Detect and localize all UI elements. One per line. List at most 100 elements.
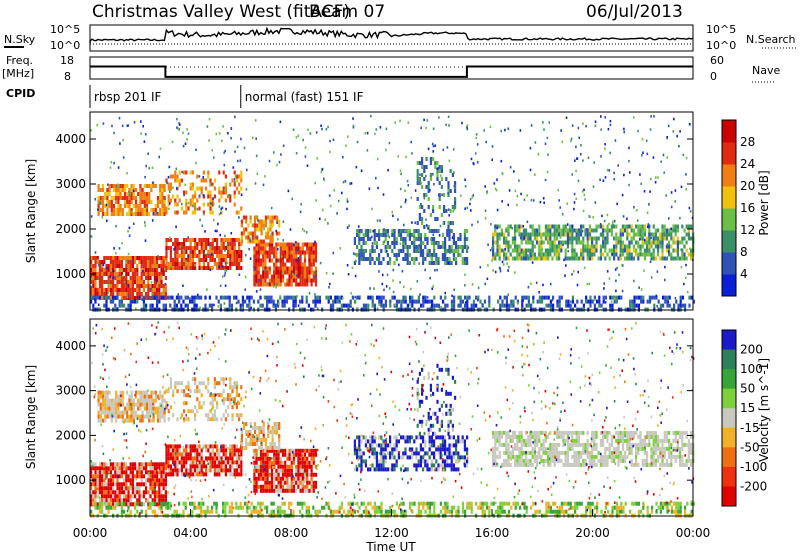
heatmap-cell [286, 282, 289, 287]
heatmap-cell [120, 272, 123, 276]
heatmap-cell [105, 299, 108, 304]
heatmap-cell [208, 117, 211, 121]
heatmap-cell [194, 210, 197, 215]
heatmap-cell [238, 456, 241, 461]
heatmap-cell [329, 150, 331, 154]
heatmap-cell [273, 488, 276, 493]
heatmap-cell [544, 178, 547, 182]
heatmap-cell [235, 444, 238, 449]
heatmap-cell [183, 417, 186, 422]
heatmap-cell [154, 184, 157, 188]
heatmap-cell [637, 295, 640, 300]
heatmap-cell [281, 460, 285, 465]
heatmap-cell [690, 256, 693, 261]
heatmap-cell [297, 460, 300, 465]
heatmap-cell [597, 256, 600, 261]
heatmap-cell [378, 467, 381, 472]
heatmap-cell [281, 448, 285, 453]
heatmap-cell [194, 444, 197, 449]
heatmap-cell [297, 484, 300, 489]
heatmap-cell [297, 464, 300, 469]
heatmap-cell [349, 299, 352, 304]
heatmap-cell [222, 389, 225, 394]
heatmap-cell [238, 468, 241, 473]
freq-panel: Freq. [MHz] 18 8 60 0 Nave CPID rbsp 201… [2, 54, 780, 108]
heatmap-cell [649, 260, 652, 264]
colorbar-swatch [722, 142, 736, 165]
heatmap-cell [106, 390, 109, 395]
heatmap-cell [292, 254, 296, 259]
heatmap-cell [107, 183, 109, 186]
heatmap-cell [233, 182, 236, 187]
heatmap-cell [117, 192, 120, 196]
heatmap-cell [466, 257, 469, 261]
heatmap-cell [233, 181, 236, 184]
heatmap-cell [123, 280, 126, 284]
heatmap-cell [126, 402, 129, 407]
heatmap-cell [152, 390, 155, 395]
heatmap-cell [533, 244, 536, 249]
heatmap-cell [373, 451, 376, 456]
heatmap-cell [185, 206, 188, 211]
heatmap-cell [428, 249, 431, 253]
heatmap-cell [183, 242, 186, 246]
heatmap-cell [278, 438, 281, 442]
heatmap-cell [112, 494, 115, 499]
heatmap-cell [222, 258, 225, 262]
heatmap-cell [652, 256, 655, 261]
heatmap-cell [378, 261, 381, 265]
heatmap-cell [211, 246, 214, 250]
heatmap-cell [600, 234, 603, 237]
heatmap-cell [209, 456, 212, 461]
heatmap-cell [105, 494, 108, 499]
nsearch-label: N.Search [746, 33, 796, 46]
heatmap-cell [134, 188, 138, 192]
heatmap-cell [123, 284, 126, 288]
heatmap-cell [259, 278, 263, 283]
heatmap-cell [213, 218, 215, 222]
heatmap-cell [136, 292, 139, 296]
heatmap-cell [345, 144, 347, 147]
heatmap-cell [430, 241, 433, 245]
heatmap-cell [613, 252, 616, 257]
heatmap-cell [461, 245, 464, 249]
heatmap-cell [220, 254, 223, 258]
heatmap-cell [418, 249, 420, 252]
heatmap-cell [268, 254, 271, 259]
heatmap-cell [278, 426, 281, 430]
heatmap-cell [253, 231, 257, 236]
heatmap-cell [586, 244, 589, 249]
heatmap-cell [353, 439, 356, 444]
heatmap-cell [277, 278, 280, 283]
heatmap-cell [447, 192, 449, 195]
heatmap-cell [90, 215, 93, 218]
heatmap-cell [416, 173, 419, 177]
heatmap-cell [502, 263, 505, 266]
heatmap-cell [139, 402, 142, 407]
heatmap-cell [558, 228, 561, 233]
heatmap-cell [257, 472, 260, 477]
heatmap-cell [329, 303, 332, 308]
heatmap-cell [676, 134, 678, 138]
heatmap-cell [503, 303, 506, 308]
heatmap-cell [145, 398, 149, 403]
heatmap-cell [679, 299, 682, 304]
heatmap-cell [207, 413, 210, 418]
heatmap-cell [109, 292, 112, 296]
heatmap-cell [566, 223, 569, 226]
heatmap-cell [386, 245, 389, 249]
heatmap-cell [220, 238, 223, 242]
heatmap-cell [145, 256, 148, 260]
heatmap-cell [353, 447, 356, 452]
heatmap-cell [213, 468, 216, 473]
heatmap-cell [99, 202, 102, 205]
heatmap-cell [269, 235, 272, 240]
heatmap-cell [290, 480, 293, 485]
heatmap-cell [129, 498, 132, 503]
heatmap-cell [284, 242, 287, 247]
heatmap-cell [297, 259, 299, 263]
heatmap-cell [262, 262, 265, 267]
heatmap-cell [251, 136, 254, 140]
heatmap-cell [624, 224, 627, 229]
heatmap-cell [178, 182, 181, 187]
